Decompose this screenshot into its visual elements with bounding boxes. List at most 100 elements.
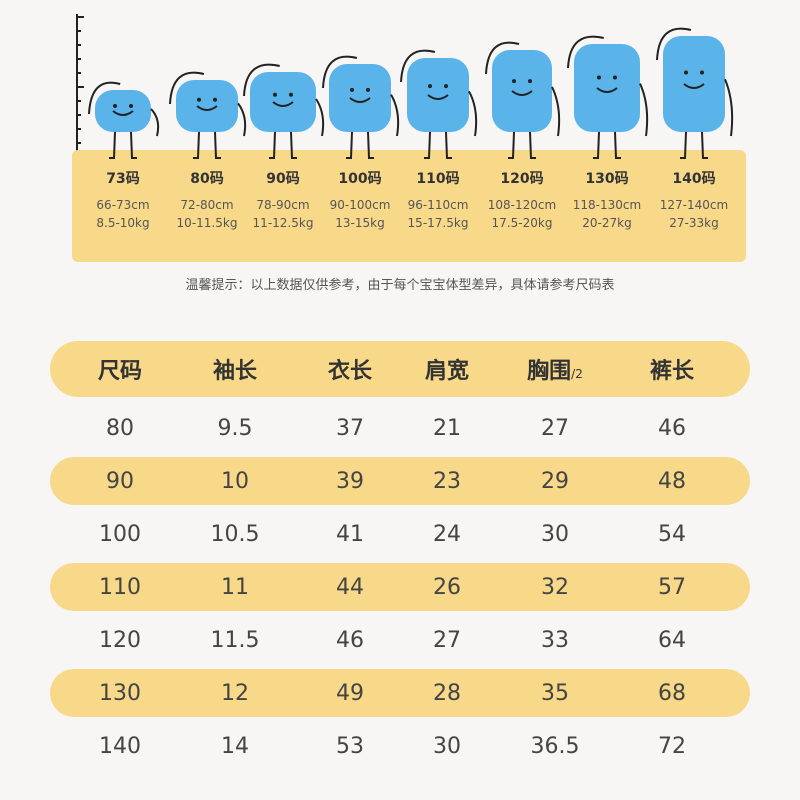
size-column: 80码 72-80cm 10-11.5kg: [165, 170, 249, 232]
cell-length: 53: [336, 734, 364, 759]
measurement-table: 尺码 袖长 衣长 肩宽 胸围/2 裤长 80 9.5 37 21 27 46 90 10 39 2…: [50, 341, 750, 773]
weight-range: 11-12.5kg: [252, 216, 314, 230]
cell-size: 140: [99, 734, 141, 759]
cell-shoulder: 30: [433, 734, 461, 759]
size-figure: [162, 62, 252, 162]
cell-sleeve: 11: [221, 574, 249, 600]
size-name: 130码: [585, 171, 629, 187]
height-range: 96-110cm: [407, 198, 469, 212]
ruler-tick: [76, 128, 81, 130]
table-row: 80 9.5 37 21 27 46: [50, 402, 750, 455]
weight-range: 8.5-10kg: [96, 216, 150, 230]
height-range: 108-120cm: [487, 198, 557, 212]
header-shoulder: 肩宽: [424, 359, 469, 384]
size-name: 120码: [500, 171, 544, 187]
ruler-tick: [76, 114, 81, 116]
height-range: 118-130cm: [572, 198, 642, 212]
header-length: 衣长: [327, 359, 372, 384]
height-range: 127-140cm: [659, 198, 729, 212]
table-row: 130 12 49 28 35 68: [50, 669, 750, 717]
weight-range: 10-11.5kg: [176, 216, 238, 230]
ruler-tick: [76, 44, 81, 46]
header-chest-label: 胸围: [527, 359, 572, 384]
header-chest-suffix: /2: [571, 367, 583, 381]
size-figure: [478, 32, 566, 162]
ruler-tick: [76, 142, 81, 144]
size-column: 73码 66-73cm 8.5-10kg: [81, 170, 165, 232]
cell-sleeve: 10: [221, 468, 249, 494]
ruler-tick: [76, 58, 81, 60]
size-column: 130码 118-130cm 20-27kg: [565, 170, 649, 232]
cell-chest: 36.5: [530, 734, 580, 759]
cell-pants: 46: [658, 416, 686, 441]
weight-range: 17.5-20kg: [491, 216, 553, 230]
ruler-tick: [76, 30, 81, 32]
cell-sleeve: 9.5: [217, 416, 253, 441]
ruler-tick: [76, 86, 84, 88]
height-range: 90-100cm: [329, 198, 391, 212]
size-chart-illustration: 73码 66-73cm 8.5-10kg 80码 72-80cm 10-11.5kg 90码…: [0, 0, 800, 270]
cell-length: 41: [336, 522, 364, 547]
size-figure: [81, 72, 165, 162]
size-band: [72, 150, 746, 262]
cell-shoulder: 21: [433, 416, 461, 441]
weight-range: 15-17.5kg: [407, 216, 469, 230]
cell-length: 44: [336, 574, 364, 600]
cell-size: 120: [99, 628, 141, 653]
size-column: 140码 127-140cm 27-33kg: [652, 170, 736, 232]
cell-sleeve: 11.5: [210, 628, 260, 653]
size-name: 90码: [266, 171, 300, 187]
cell-length: 46: [336, 628, 364, 653]
weight-range: 13-15kg: [335, 216, 385, 230]
cell-chest: 29: [541, 468, 569, 494]
cell-pants: 68: [658, 680, 686, 706]
cell-pants: 72: [658, 734, 686, 759]
height-ruler: [76, 14, 78, 154]
table-row: 100 10.5 41 24 30 54: [50, 508, 750, 561]
size-name: 80码: [190, 171, 224, 187]
cell-size: 130: [99, 680, 141, 706]
cell-shoulder: 28: [433, 680, 461, 706]
ruler-tick: [76, 100, 81, 102]
cell-chest: 27: [541, 416, 569, 441]
cell-pants: 54: [658, 522, 686, 547]
weight-range: 27-33kg: [669, 216, 719, 230]
size-name: 73码: [106, 171, 140, 187]
cell-chest: 30: [541, 522, 569, 547]
cell-shoulder: 26: [433, 574, 461, 600]
header-size: 尺码: [97, 359, 142, 384]
cell-sleeve: 10.5: [210, 522, 260, 547]
size-column: 90码 78-90cm 11-12.5kg: [241, 170, 325, 232]
header-pants: 裤长: [649, 359, 694, 384]
cell-size: 90: [106, 468, 134, 494]
size-figure: [236, 54, 330, 162]
size-figure: [560, 26, 654, 162]
table-row: 120 11.5 46 27 33 64: [50, 614, 750, 667]
size-figure: [649, 18, 739, 162]
cell-shoulder: 23: [433, 468, 461, 494]
cell-size: 80: [106, 416, 134, 441]
size-name: 100码: [338, 171, 382, 187]
cell-chest: 32: [541, 574, 569, 600]
cell-length: 37: [336, 416, 364, 441]
header-sleeve: 袖长: [212, 359, 257, 384]
size-name: 140码: [672, 171, 716, 187]
cell-length: 39: [336, 468, 364, 494]
ruler-tick: [76, 16, 84, 18]
cell-size: 110: [99, 574, 141, 600]
cell-chest: 33: [541, 628, 569, 653]
cell-chest: 35: [541, 680, 569, 706]
tip-text: 温馨提示：以上数据仅供参考，由于每个宝宝体型差异，具体请参考尺码表: [185, 278, 615, 293]
cell-pants: 48: [658, 468, 686, 494]
size-figure: [315, 46, 405, 162]
cell-size: 100: [99, 522, 141, 547]
cell-sleeve: 12: [221, 680, 249, 706]
ruler-tick: [76, 72, 81, 74]
height-range: 78-90cm: [256, 198, 310, 212]
cell-pants: 57: [658, 574, 686, 600]
table-row: 140 14 53 30 36.5 72: [50, 720, 750, 773]
table-row: 110 11 44 26 32 57: [50, 563, 750, 611]
cell-sleeve: 14: [221, 734, 249, 759]
size-column: 110码 96-110cm 15-17.5kg: [396, 170, 480, 232]
table-header-row: 尺码 袖长 衣长 肩宽 胸围/2 裤长: [50, 341, 750, 397]
